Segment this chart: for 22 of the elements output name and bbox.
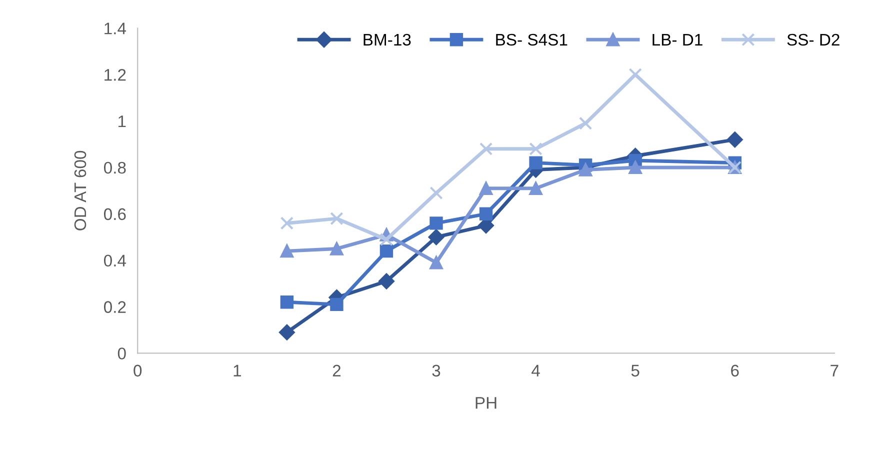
y-tick-label: 0.6 (104, 208, 126, 220)
y-tick-label: 1.2 (104, 68, 126, 81)
x-axis-title: PH (476, 397, 496, 409)
x-tick-label: 7 (830, 364, 838, 376)
y-tick-label: 1.4 (104, 22, 126, 34)
y-tick-label: 0.4 (104, 254, 126, 267)
y-tick-label: 1 (118, 116, 126, 128)
y-tick-label: 0 (118, 348, 126, 360)
legend-label: BS- S4S1 (496, 34, 568, 46)
x-tick-label: 6 (731, 364, 739, 377)
legend-label: SS- D2 (787, 34, 840, 46)
legend-label: BM-13 (364, 34, 411, 46)
legend-label: LB- D1 (652, 34, 702, 46)
y-tick-label: 0.8 (104, 162, 126, 174)
x-tick-label: 3 (432, 364, 440, 377)
x-tick-label: 1 (234, 364, 241, 376)
x-tick-label: 0 (134, 364, 142, 377)
x-tick-label: 2 (332, 364, 340, 376)
y-tick-label: 0.2 (104, 301, 126, 313)
x-tick-label: 4 (532, 364, 540, 376)
y-axis-title: OD AT 600 (74, 150, 86, 230)
x-tick-label: 5 (631, 364, 640, 377)
